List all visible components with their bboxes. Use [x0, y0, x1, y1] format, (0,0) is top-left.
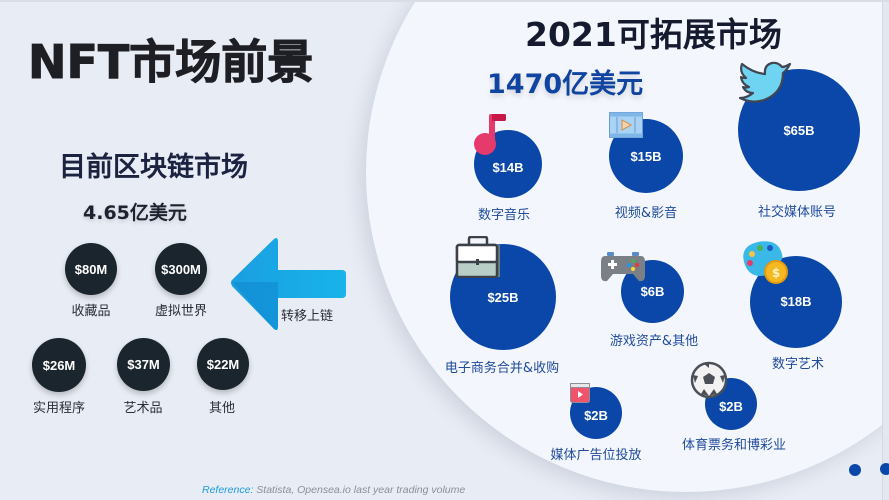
segment-label-virtual-worlds: 虚拟世界 — [154, 304, 208, 319]
decorative-dot — [849, 464, 861, 476]
palette-coin-icon: $ — [743, 241, 788, 284]
current-market-title: 目前区块链市场 — [59, 152, 248, 183]
page-title: NFT市场前景 — [27, 35, 314, 90]
market-label-sports: 体育票务和博彩业 — [681, 438, 787, 453]
current-market-total: 4.65亿美元 — [83, 202, 187, 224]
market-value: $15B — [630, 148, 662, 164]
segment-value: $37M — [127, 357, 160, 372]
segment-circle-collectibles: $80M — [65, 243, 117, 295]
reference-key: Reference: — [202, 484, 254, 496]
segment-value: $22M — [206, 356, 240, 372]
twitter-bird-icon — [738, 61, 792, 103]
gamepad-icon — [601, 252, 645, 282]
market-value: $18B — [780, 293, 812, 309]
right-edge-border — [882, 2, 889, 500]
arrow-label: 转移上链 — [281, 309, 334, 324]
market-label-gaming: 游戏资产&其他 — [609, 334, 699, 349]
market-label-social-media: 社交媒体账号 — [757, 205, 837, 220]
market-value: $2B — [584, 407, 608, 423]
market-label-digital-art: 数字艺术 — [771, 357, 825, 372]
segment-value: $300M — [161, 261, 201, 277]
svg-text:$: $ — [772, 266, 780, 280]
segment-label-art: 艺术品 — [123, 401, 163, 416]
video-player-icon — [570, 383, 590, 403]
market-value: $6B — [640, 284, 665, 299]
soccer-ball-icon — [690, 361, 728, 399]
segment-circle-other: $22M — [197, 338, 249, 390]
market-value: $14B — [492, 159, 524, 175]
reference-footnote: Reference: Statista, Opensea.io last yea… — [202, 484, 465, 496]
segment-label-collectibles: 收藏品 — [71, 304, 111, 319]
segment-circle-utility: $26M — [32, 338, 86, 392]
segment-label-utility: 实用程序 — [32, 401, 86, 416]
segment-circle-art: $37M — [117, 338, 170, 391]
music-note-icon — [474, 114, 506, 155]
reference-text: Statista, Opensea.io last year trading v… — [253, 484, 466, 496]
decorative-dot — [880, 463, 889, 475]
market-value: $25B — [487, 289, 519, 305]
expandable-market-title: 2021可拓展市场 — [525, 15, 782, 54]
market-label-digital-music: 数字音乐 — [477, 208, 531, 223]
market-value: $65B — [783, 122, 815, 138]
market-value: $2B — [719, 398, 743, 414]
segment-value: $80M — [74, 261, 108, 277]
market-label-video: 视频&影音 — [614, 206, 678, 221]
left-arrow-icon — [231, 238, 346, 330]
segment-circle-virtual-worlds: $300M — [155, 243, 207, 295]
market-label-ecommerce: 电子商务合并&收购 — [444, 361, 560, 376]
segment-value: $26M — [42, 357, 76, 373]
segment-label-other: 其他 — [208, 401, 236, 416]
film-strip-icon — [609, 112, 643, 138]
expandable-market-total: 1470亿美元 — [487, 69, 644, 100]
briefcase-icon — [455, 236, 500, 278]
market-label-media-ads: 媒体广告位投放 — [550, 448, 642, 463]
